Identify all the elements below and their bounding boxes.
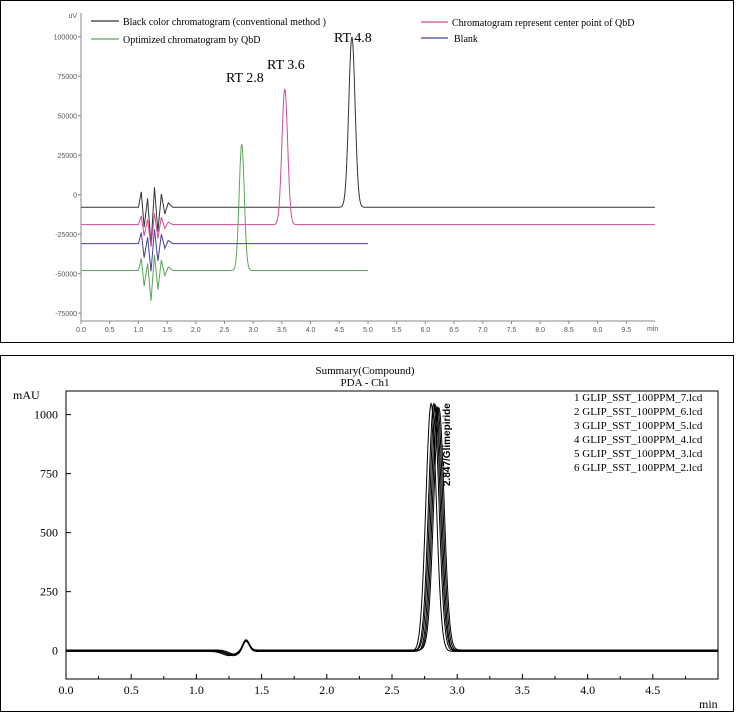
legend-optimized: Optimized chromatogram by QbD (123, 35, 260, 46)
y-tick-label: 1000 (34, 408, 58, 422)
x-tick-label: 5.5 (392, 327, 402, 334)
x-tick-label: 2.5 (220, 327, 230, 334)
x-tick-label: 4.5 (645, 683, 660, 697)
trace-conventional (81, 36, 655, 247)
x-tick-label: 0.0 (76, 327, 86, 334)
legend-entry: 1 GLIP_SST_100PPM_7.lcd (574, 392, 703, 404)
trace-run-5 (66, 405, 718, 656)
y-tick-label: 750 (40, 467, 58, 481)
legend-entry: 5 GLIP_SST_100PPM_3.lcd (574, 448, 703, 460)
chart-subtitle: PDA - Ch1 (341, 377, 390, 389)
x-tick-label: 0.0 (59, 683, 74, 697)
x-tick-label: 1.5 (254, 683, 269, 697)
trace-center (81, 88, 655, 247)
x-tick-label: 1.0 (134, 327, 144, 334)
x-tick-label: 2.0 (191, 327, 201, 334)
legend-entry: 4 GLIP_SST_100PPM_4.lcd (574, 434, 703, 446)
y-tick-label: 100000 (54, 35, 77, 42)
legend-center: Chromatogram represent center point of Q… (452, 18, 634, 29)
trace-optimized (81, 144, 368, 301)
legend: 1 GLIP_SST_100PPM_7.lcd 2 GLIP_SST_100PPM… (574, 392, 703, 474)
x-tick-label: 0.5 (124, 683, 139, 697)
y-unit-label: uV (68, 13, 77, 20)
x-tick-label: 8.0 (535, 327, 545, 334)
y-tick-label: -75000 (55, 311, 77, 318)
legend-entry: 6 GLIP_SST_100PPM_2.lcd (574, 462, 703, 474)
annotation-rt-2-8: RT 2.8 (226, 71, 264, 86)
trace-run-6 (66, 406, 718, 655)
trace-group (66, 401, 718, 657)
x-tick-label: 2.0 (319, 683, 334, 697)
x-tick-label: 9.0 (593, 327, 603, 334)
x-tick-label: 3.0 (248, 327, 258, 334)
y-tick-label: 50000 (58, 114, 78, 121)
chart-title: Summary(Compound) (316, 365, 415, 377)
chromatogram-comparison-panel: uV min 0.0 0.5 1.0 1.5 2.0 2.5 3.0 3.5 4.0 4.5 5.0… (0, 0, 734, 343)
y-tick-label: -50000 (55, 272, 77, 279)
legend-entry: 2 GLIP_SST_100PPM_6.lcd (574, 406, 703, 418)
legend-conventional: Black color chromatogram (conventional m… (123, 17, 326, 28)
x-tick-label: 4.5 (334, 327, 344, 334)
x-tick-label: 6.5 (449, 327, 459, 334)
trace-blank (81, 229, 368, 272)
x-tick-label: 3.0 (450, 683, 465, 697)
x-tick-label: 7.5 (507, 327, 517, 334)
x-tick-label: 1.0 (189, 683, 204, 697)
tick-group: 0.0 0.5 1.0 1.5 2.0 2.5 3.0 3.5 4.0 4.5 5.0 5.5 6.0 6… (54, 35, 632, 334)
x-unit-label: min (647, 326, 658, 333)
x-tick-label: 9.5 (621, 327, 631, 334)
y-tick-label: 0 (73, 193, 77, 200)
y-tick-label: 0 (52, 644, 58, 658)
trace-group (81, 36, 655, 301)
x-axis-label: min (699, 697, 718, 711)
glimepiride-sst-chart: Summary(Compound) PDA - Ch1 mAU min 0.0 0… (13, 365, 719, 711)
y-tick-label: 25000 (58, 153, 78, 160)
x-tick-label: 8.5 (564, 327, 574, 334)
annotation-rt-3-6: RT 3.6 (267, 58, 305, 73)
peak-label-glimepiride: 2.847/Glimepiride (442, 403, 453, 486)
x-tick-label: 1.5 (162, 327, 172, 334)
y-tick-label: 250 (40, 585, 58, 599)
y-tick-label: 500 (40, 526, 58, 540)
x-tick-label: 3.5 (515, 683, 530, 697)
glimepiride-sst-panel: Summary(Compound) PDA - Ch1 mAU min 0.0 0… (0, 355, 734, 712)
annotation-rt-4-8: RT 4.8 (334, 31, 372, 46)
x-tick-label: 5.0 (363, 327, 373, 334)
legend-blank: Blank (454, 34, 478, 45)
y-axis-label: mAU (13, 388, 40, 402)
trace-run-4 (66, 405, 718, 657)
x-tick-label: 7.0 (478, 327, 488, 334)
y-tick-label: 75000 (58, 74, 78, 81)
tick-group: 0.0 0.5 1.0 1.5 2.0 2.5 3.0 3.5 4.0 4.5 1000 750 500… (34, 408, 686, 697)
x-tick-label: 4.0 (306, 327, 316, 334)
legend-entry: 3 GLIP_SST_100PPM_5.lcd (574, 420, 703, 432)
x-tick-label: 3.5 (277, 327, 287, 334)
x-tick-label: 2.5 (385, 683, 400, 697)
x-tick-label: 6.0 (421, 327, 431, 334)
chromatogram-comparison-chart: uV min 0.0 0.5 1.0 1.5 2.0 2.5 3.0 3.5 4.0 4.5 5.0… (54, 13, 658, 334)
x-tick-label: 0.5 (105, 327, 115, 334)
y-tick-label: -25000 (55, 232, 77, 239)
x-tick-label: 4.0 (580, 683, 595, 697)
